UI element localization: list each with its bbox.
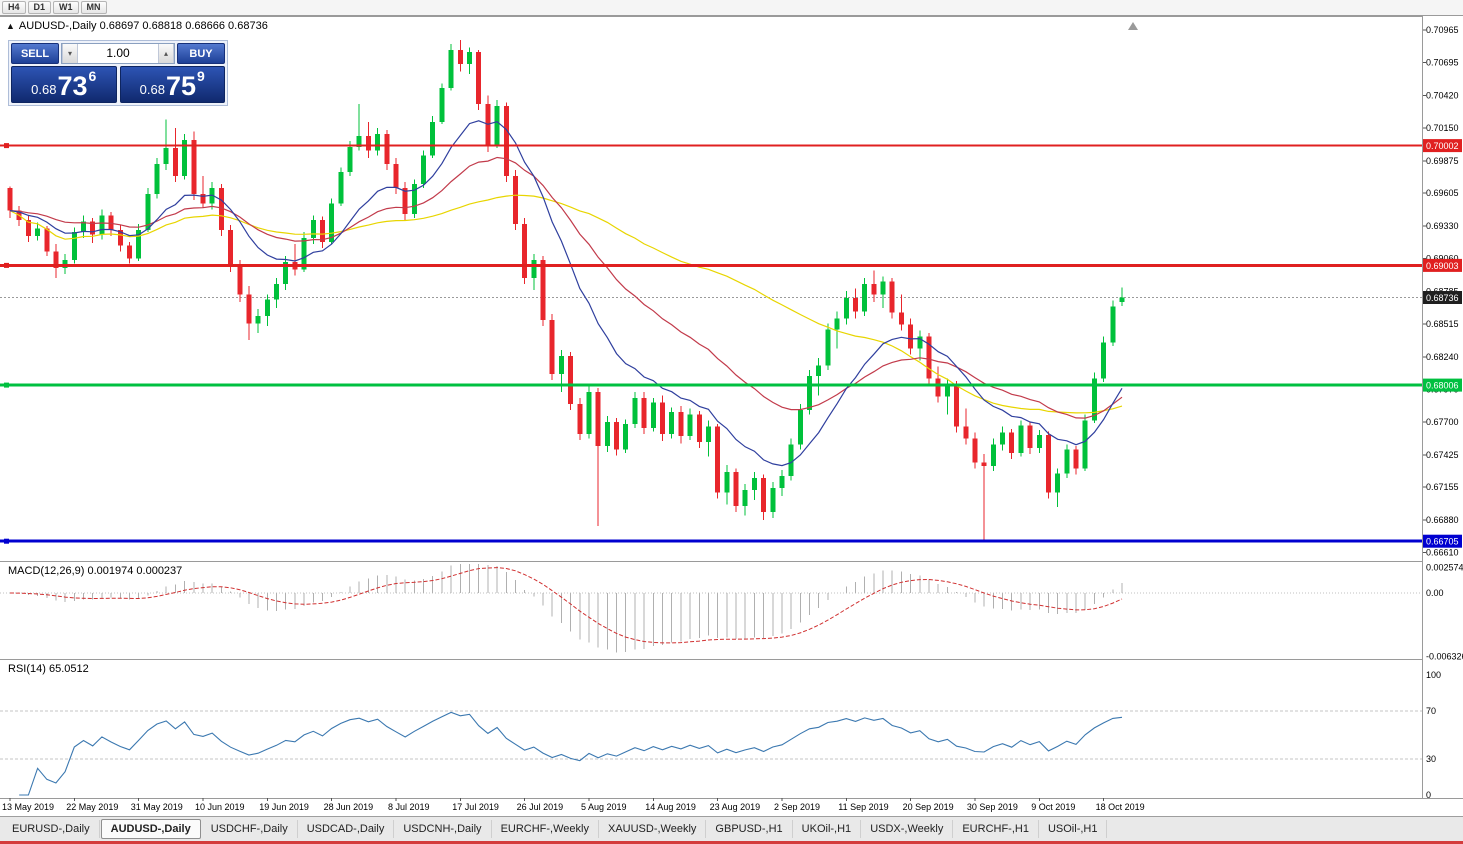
svg-text:0.70965: 0.70965	[1426, 25, 1459, 35]
period-button-w1[interactable]: W1	[53, 1, 79, 14]
svg-text:5 Aug 2019: 5 Aug 2019	[581, 802, 627, 812]
svg-text:0.69875: 0.69875	[1426, 156, 1459, 166]
chart-tab-audusd-daily[interactable]: AUDUSD-,Daily	[100, 819, 201, 839]
sell-button[interactable]: SELL	[11, 43, 59, 64]
svg-text:11 Sep 2019: 11 Sep 2019	[838, 802, 888, 812]
time-scale[interactable]: 13 May 2019 22 May 2019 31 May 2019 10 Jun …	[2, 798, 1145, 812]
svg-text:0.70150: 0.70150	[1426, 123, 1459, 133]
svg-text:31 May 2019: 31 May 2019	[131, 802, 183, 812]
buy-price-display[interactable]: 0.68 75 9	[119, 66, 225, 103]
sell-price-big: 73	[57, 71, 88, 101]
chart-tab-usdchf-daily[interactable]: USDCHF-,Daily	[202, 820, 298, 838]
macd-legend: MACD(12,26,9) 0.001974 0.000237	[8, 565, 183, 577]
svg-text:-0.006326: -0.006326	[1426, 651, 1463, 661]
chart-ohlc-legend: ▲ AUDUSD-,Daily 0.68697 0.68818 0.68666 0…	[6, 20, 268, 32]
svg-text:0.68736: 0.68736	[1426, 293, 1459, 303]
svg-text:0.66880: 0.66880	[1426, 515, 1459, 525]
buy-price-big: 75	[165, 71, 197, 101]
svg-text:0.69060: 0.69060	[1426, 254, 1459, 264]
chart-tab-gbpusd-h1[interactable]: GBPUSD-,H1	[706, 820, 793, 838]
svg-text:26 Jul 2019: 26 Jul 2019	[517, 802, 564, 812]
buy-price-prefix: 0.68	[139, 82, 165, 97]
svg-text:8 Jul 2019: 8 Jul 2019	[388, 802, 430, 812]
chart-tab-xauusd-weekly[interactable]: XAUUSD-,Weekly	[599, 820, 707, 838]
svg-text:20 Sep 2019: 20 Sep 2019	[903, 802, 954, 812]
svg-text:0.67700: 0.67700	[1426, 417, 1459, 427]
sell-price-prefix: 0.68	[31, 82, 57, 97]
sell-price-pip: 6	[88, 68, 97, 84]
svg-text:19 Jun 2019: 19 Jun 2019	[259, 802, 309, 812]
svg-text:0.68006: 0.68006	[1426, 381, 1459, 391]
volume-decrement-button[interactable]: ▾	[62, 44, 78, 63]
moving-averages	[9, 120, 1123, 467]
svg-text:0.66610: 0.66610	[1426, 548, 1459, 558]
level-lines[interactable]	[0, 143, 1422, 544]
svg-text:0.70695: 0.70695	[1426, 57, 1459, 67]
svg-text:0.68515: 0.68515	[1426, 319, 1459, 329]
toolbar: H4 D1 W1 MN	[0, 0, 1463, 16]
window-border	[0, 841, 1463, 844]
svg-text:0.00: 0.00	[1426, 588, 1444, 598]
price-scale[interactable]: 0.70965 0.70695 0.70420 0.70150 0.69875 0.696…	[1422, 16, 1463, 800]
svg-text:10 Jun 2019: 10 Jun 2019	[195, 802, 245, 812]
buy-price-pip: 9	[197, 68, 205, 84]
svg-text:2 Sep 2019: 2 Sep 2019	[774, 802, 820, 812]
period-button-h4[interactable]: H4	[2, 1, 26, 14]
chart-tab-usdcad-daily[interactable]: USDCAD-,Daily	[298, 820, 395, 838]
period-button-d1[interactable]: D1	[27, 1, 52, 14]
svg-text:17 Jul 2019: 17 Jul 2019	[452, 802, 499, 812]
chart-tab-ukoil-h1[interactable]: UKOil-,H1	[793, 820, 862, 838]
chart-tab-eurusd-daily[interactable]: EURUSD-,Daily	[3, 820, 100, 838]
period-button-mn[interactable]: MN	[80, 1, 107, 14]
svg-text:0.69605: 0.69605	[1426, 188, 1459, 198]
volume-stepper[interactable]: ▾ 1.00 ▴	[61, 43, 175, 64]
svg-text:0.70420: 0.70420	[1426, 90, 1459, 100]
chart-tab-usoil-h1[interactable]: USOil-,H1	[1039, 820, 1108, 838]
svg-text:22 May 2019: 22 May 2019	[66, 802, 118, 812]
pane-borders	[0, 16, 1463, 799]
chart-ohlc-text: AUDUSD-,Daily 0.68697 0.68818 0.68666 0.…	[18, 20, 268, 32]
svg-text:30: 30	[1426, 754, 1436, 764]
svg-text:0.69003: 0.69003	[1426, 261, 1459, 271]
svg-text:0.002574: 0.002574	[1426, 562, 1463, 572]
chart-tab-usdcnh-daily[interactable]: USDCNH-,Daily	[394, 820, 492, 838]
svg-text:0.68240: 0.68240	[1426, 352, 1459, 362]
chart-tab-bar: EURUSD-,Daily AUDUSD-,Daily USDCHF-,Daily U…	[0, 816, 1463, 841]
svg-text:18 Oct 2019: 18 Oct 2019	[1096, 802, 1145, 812]
svg-text:0.70002: 0.70002	[1426, 141, 1459, 151]
chart-shift-marker[interactable]	[1128, 22, 1138, 30]
volume-input[interactable]: 1.00	[106, 46, 130, 60]
svg-text:0.66705: 0.66705	[1426, 537, 1459, 547]
chart-tab-eurchf-h1[interactable]: EURCHF-,H1	[953, 820, 1039, 838]
rsi-legend: RSI(14) 65.0512	[8, 663, 89, 675]
candles	[7, 40, 1125, 541]
svg-text:0.67425: 0.67425	[1426, 450, 1459, 460]
macd-pane[interactable]	[0, 564, 1422, 653]
svg-text:28 Jun 2019: 28 Jun 2019	[324, 802, 374, 812]
svg-text:14 Aug 2019: 14 Aug 2019	[645, 802, 696, 812]
sell-price-display[interactable]: 0.68 73 6	[11, 66, 117, 103]
svg-text:0.69330: 0.69330	[1426, 221, 1459, 231]
svg-text:13 May 2019: 13 May 2019	[2, 802, 54, 812]
svg-text:30 Sep 2019: 30 Sep 2019	[967, 802, 1018, 812]
svg-text:0.67155: 0.67155	[1426, 482, 1459, 492]
chart-tab-eurchf-weekly[interactable]: EURCHF-,Weekly	[492, 820, 599, 838]
svg-text:70: 70	[1426, 706, 1436, 716]
svg-text:9 Oct 2019: 9 Oct 2019	[1031, 802, 1075, 812]
chart-tab-usdx-weekly[interactable]: USDX-,Weekly	[861, 820, 954, 838]
svg-text:0: 0	[1426, 790, 1431, 800]
buy-button[interactable]: BUY	[177, 43, 225, 64]
svg-text:23 Aug 2019: 23 Aug 2019	[710, 802, 761, 812]
svg-text:100: 100	[1426, 670, 1441, 680]
one-click-trading-panel: SELL ▾ 1.00 ▴ BUY 0.68 73 6 0.68 75 9	[8, 40, 228, 106]
price-chart[interactable]: 0.70965 0.70695 0.70420 0.70150 0.69875 0.696…	[0, 16, 1463, 816]
volume-increment-button[interactable]: ▴	[158, 44, 174, 63]
rsi-pane[interactable]	[0, 710, 1422, 796]
one-click-collapse-icon[interactable]: ▲	[6, 21, 15, 31]
